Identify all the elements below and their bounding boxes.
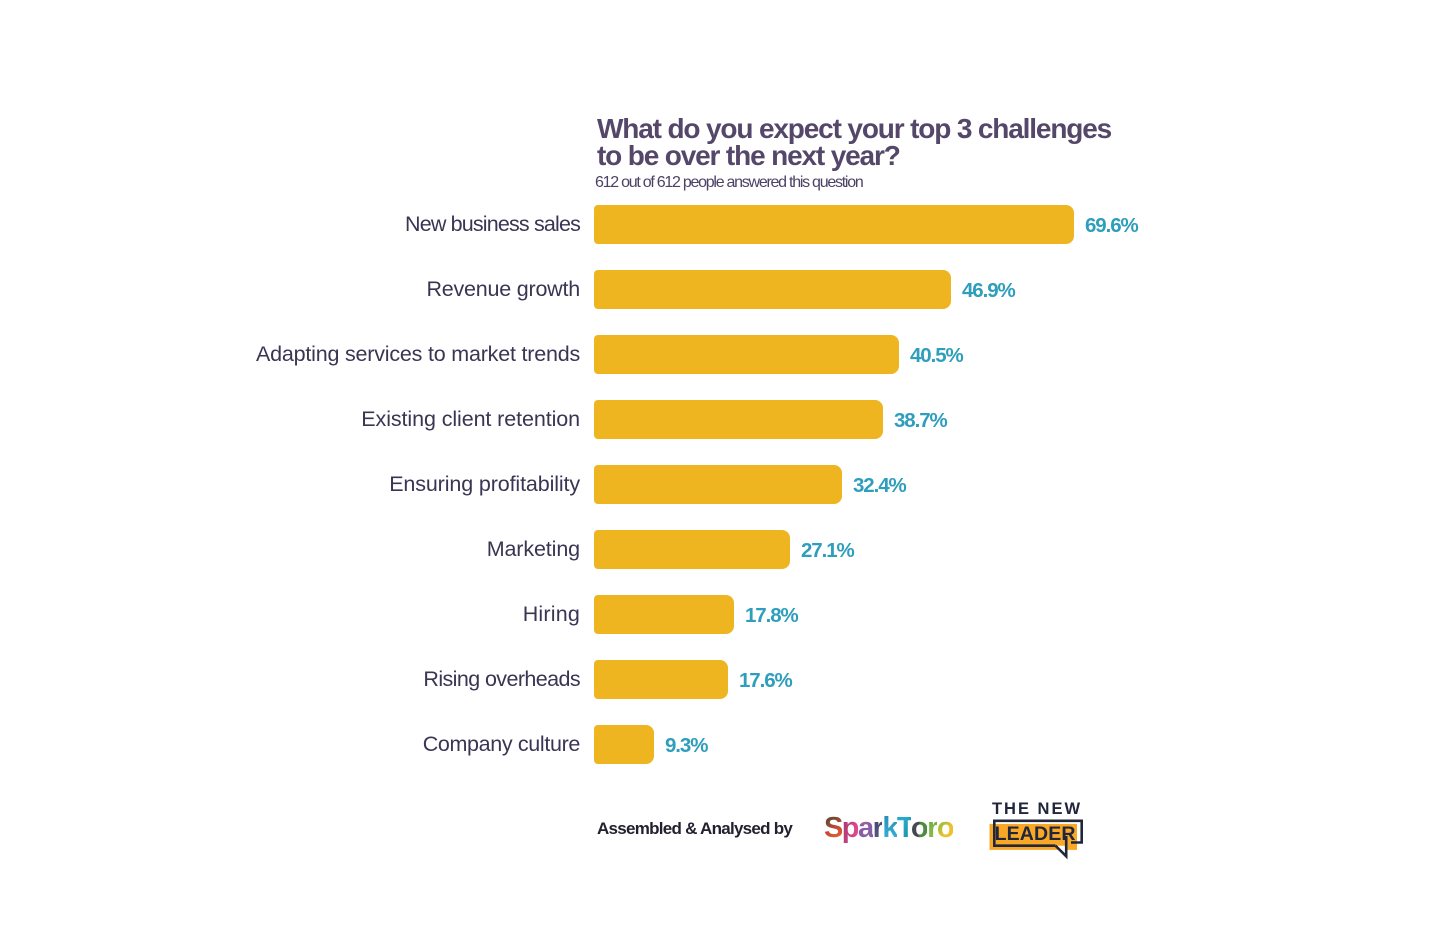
svg-text:THE NEW: THE NEW <box>992 800 1082 818</box>
svg-text:LEADER: LEADER <box>995 823 1076 845</box>
